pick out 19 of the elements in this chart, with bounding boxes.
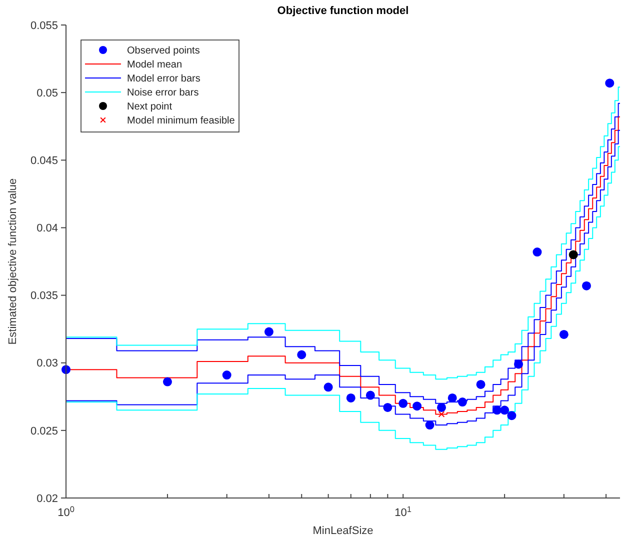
legend-label: Model mean (127, 60, 182, 70)
x-tick-label: 10$^{0}$ (58, 504, 75, 519)
y-tick-label: 0.03 (36, 358, 58, 370)
x-axis-title: MinLeafSize (312, 525, 374, 537)
y-tick-label: 0.02 (36, 492, 58, 505)
y-tick-label: 0.045 (30, 154, 58, 167)
legend-label: Observed points (127, 46, 200, 56)
legend-label: Next point (127, 102, 172, 112)
legend-label: Noise error bars (127, 88, 199, 98)
y-tick-label: 0.025 (30, 425, 58, 438)
y-tick-label: 0.035 (30, 290, 58, 302)
y-tick-label: 0.055 (30, 20, 58, 32)
legend-label: Model minimum feasible (127, 116, 236, 126)
x-tick-label: 10$^{1}$ (394, 504, 412, 519)
y-axis-title: Estimated objective function value (7, 178, 19, 345)
chart-title: Objective function model (277, 5, 409, 17)
legend-label: Model error bars (127, 74, 200, 84)
y-tick-label: 0.04 (36, 222, 58, 235)
y-tick-label: 0.05 (36, 87, 58, 100)
